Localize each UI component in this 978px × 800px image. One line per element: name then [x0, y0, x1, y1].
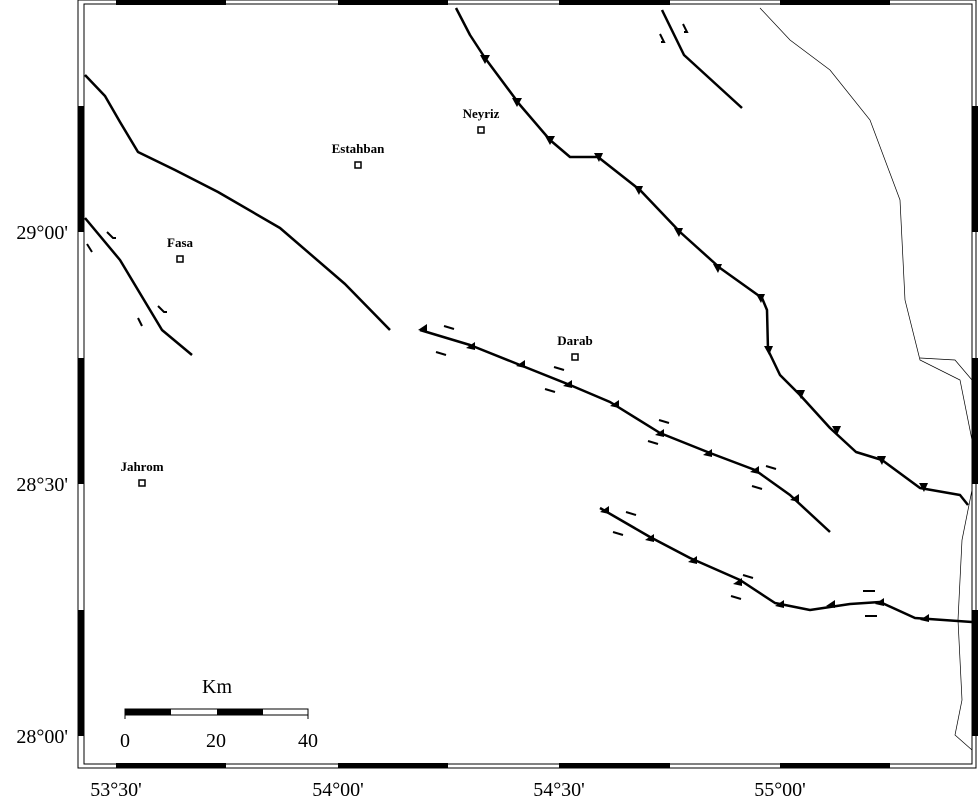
city-label: Darab [557, 333, 592, 348]
x-axis-label: 54°00' [312, 779, 364, 800]
city-label: Fasa [167, 235, 194, 250]
scale-label: 20 [206, 730, 226, 752]
frame-ticks [78, 0, 978, 768]
slip-arrows [86, 23, 877, 617]
boundary [954, 489, 973, 751]
x-axis-label: 53°30' [90, 779, 142, 800]
x-axis-label: 55°00' [754, 779, 806, 800]
city-label: Jahrom [120, 459, 163, 474]
scale-bar [124, 708, 309, 719]
boundary [759, 7, 973, 441]
faults [84, 7, 973, 624]
boundary [919, 357, 973, 381]
scale-label: 0 [120, 730, 130, 752]
frame-outer [77, 0, 977, 769]
y-axis-label: 29°00' [16, 222, 68, 244]
y-axis-label: 28°30' [16, 474, 68, 496]
city-label: Estahban [332, 141, 386, 156]
frame-inner [83, 3, 973, 765]
scale-label: 40 [298, 730, 318, 752]
city-markers [138, 126, 579, 487]
city-label: Neyriz [463, 106, 500, 121]
fault-teeth [418, 55, 929, 622]
x-axis-label: 54°30' [533, 779, 585, 800]
scale-unit: Km [202, 676, 232, 698]
y-axis-label: 28°00' [16, 726, 68, 748]
